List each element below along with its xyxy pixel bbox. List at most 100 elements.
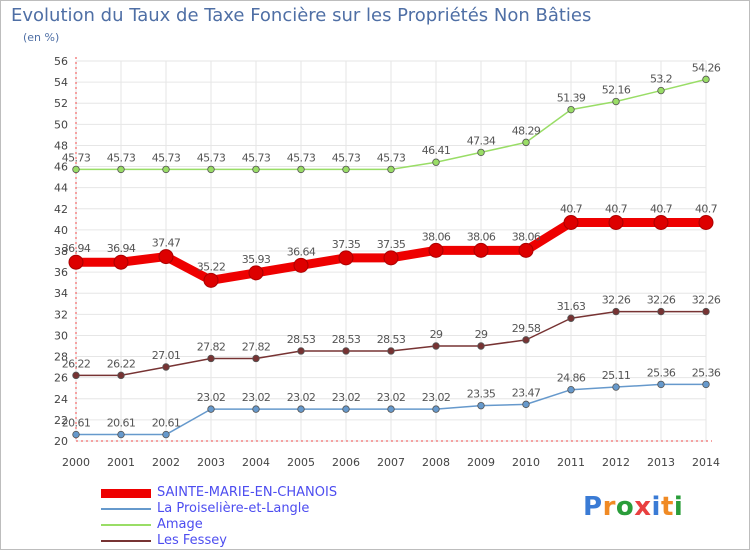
logo-letter: t bbox=[660, 492, 674, 522]
data-label: 28.53 bbox=[332, 333, 361, 346]
x-tick-label: 2012 bbox=[602, 456, 630, 469]
data-label: 36.94 bbox=[62, 242, 91, 255]
data-point bbox=[162, 430, 170, 439]
x-tick-label: 2004 bbox=[242, 456, 270, 469]
data-point bbox=[207, 165, 215, 174]
data-point bbox=[608, 215, 624, 230]
data-point bbox=[698, 215, 714, 230]
chart-unit-label: (en %) bbox=[23, 31, 60, 44]
data-point bbox=[207, 354, 215, 363]
data-label: 23.47 bbox=[512, 386, 541, 399]
data-label: 40.7 bbox=[695, 203, 718, 216]
x-tick-label: 2008 bbox=[422, 456, 450, 469]
data-label: 52.16 bbox=[602, 84, 631, 97]
data-point bbox=[432, 342, 440, 350]
y-tick-label: 24 bbox=[54, 393, 68, 406]
y-tick-label: 54 bbox=[54, 76, 68, 89]
series-1 bbox=[72, 380, 710, 439]
data-label: 32.26 bbox=[602, 294, 631, 307]
data-point bbox=[477, 401, 485, 410]
data-label: 23.02 bbox=[197, 391, 226, 404]
data-label: 45.73 bbox=[332, 151, 361, 164]
data-point bbox=[473, 242, 489, 258]
data-point bbox=[387, 165, 395, 174]
data-label: 45.73 bbox=[107, 151, 136, 164]
data-label: 32.26 bbox=[647, 294, 676, 307]
x-tick-label: 2013 bbox=[647, 456, 675, 469]
data-label: 40.7 bbox=[560, 203, 583, 216]
data-label: 46.41 bbox=[422, 144, 451, 157]
line-chart: 20 22 24 26 28 30 32 34 36 38 40 42 44 46 48 50 52 54 56 20… bbox=[54, 55, 721, 469]
data-label: 20.61 bbox=[107, 417, 136, 430]
data-label: 35.22 bbox=[197, 260, 226, 273]
data-label: 38.06 bbox=[512, 230, 541, 243]
logo-letter: x bbox=[634, 492, 652, 522]
data-label: 29.58 bbox=[512, 322, 541, 335]
data-label: 45.73 bbox=[377, 151, 406, 164]
x-tick-label: 2000 bbox=[62, 456, 90, 469]
data-label: 23.35 bbox=[467, 388, 496, 401]
data-point bbox=[522, 400, 530, 409]
data-point bbox=[342, 405, 350, 413]
data-point bbox=[297, 347, 305, 355]
data-label: 36.64 bbox=[287, 245, 316, 258]
x-tick-label: 2009 bbox=[467, 456, 495, 469]
data-point bbox=[342, 347, 350, 355]
data-label: 29 bbox=[475, 328, 488, 341]
legend-swatch bbox=[101, 540, 151, 542]
data-label: 51.39 bbox=[557, 92, 586, 105]
legend-swatch bbox=[101, 524, 151, 526]
logo-letter: P bbox=[583, 492, 603, 522]
data-point bbox=[612, 97, 620, 106]
y-tick-label: 34 bbox=[54, 287, 68, 300]
logo-letter: r bbox=[602, 492, 616, 522]
data-point bbox=[657, 86, 665, 95]
data-point bbox=[68, 254, 84, 270]
data-point bbox=[702, 380, 710, 389]
data-label: 23.02 bbox=[242, 391, 271, 404]
data-point bbox=[477, 148, 485, 157]
data-point bbox=[432, 405, 440, 413]
data-label: 28.53 bbox=[377, 333, 406, 346]
y-tick-label: 22 bbox=[54, 414, 68, 427]
data-point bbox=[162, 165, 170, 174]
data-point bbox=[252, 354, 260, 363]
legend-swatch bbox=[101, 488, 151, 498]
x-tick-label: 2007 bbox=[377, 456, 405, 469]
data-point bbox=[72, 371, 80, 380]
data-point bbox=[383, 250, 399, 266]
data-label: 37.47 bbox=[152, 237, 181, 250]
data-label: 23.02 bbox=[332, 391, 361, 404]
data-point bbox=[653, 215, 669, 230]
series-2 bbox=[72, 75, 710, 174]
data-point bbox=[162, 363, 170, 371]
series-lines bbox=[68, 75, 714, 439]
data-label: 28.53 bbox=[287, 333, 316, 346]
data-label: 26.22 bbox=[62, 357, 91, 370]
data-point bbox=[203, 272, 219, 288]
data-label: 38.06 bbox=[467, 230, 496, 243]
x-tick-label: 2010 bbox=[512, 456, 540, 469]
data-label: 27.01 bbox=[152, 349, 181, 362]
y-tick-label: 50 bbox=[54, 118, 68, 131]
x-tick-label: 2005 bbox=[287, 456, 315, 469]
data-point bbox=[702, 75, 710, 84]
data-label: 40.7 bbox=[650, 203, 673, 216]
data-point bbox=[117, 165, 125, 174]
data-label: 23.02 bbox=[287, 391, 316, 404]
data-point bbox=[72, 430, 80, 439]
data-point bbox=[207, 405, 215, 413]
data-label: 27.82 bbox=[242, 340, 271, 353]
legend-label: SAINTE-MARIE-EN-CHANOIS bbox=[157, 485, 338, 500]
data-point bbox=[297, 165, 305, 174]
data-label: 38.06 bbox=[422, 230, 451, 243]
data-point bbox=[428, 242, 444, 258]
grid bbox=[75, 60, 707, 442]
data-point bbox=[518, 242, 534, 258]
y-tick-label: 30 bbox=[54, 329, 68, 342]
data-label: 48.29 bbox=[512, 124, 541, 137]
y-tick-label: 26 bbox=[54, 372, 68, 385]
data-point bbox=[612, 383, 620, 391]
data-point bbox=[477, 342, 485, 350]
